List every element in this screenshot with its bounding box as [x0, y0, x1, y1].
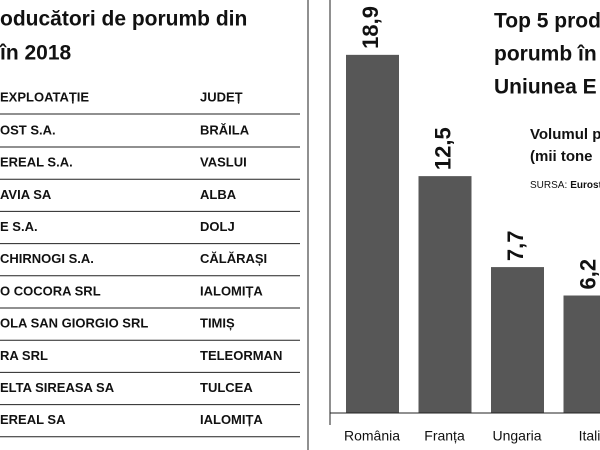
- bar: [418, 176, 472, 413]
- table-cell: EREAL S.A.: [0, 155, 73, 170]
- chart-title: Uniunea E: [494, 76, 597, 99]
- table-title: în 2018: [0, 42, 72, 65]
- table-cell: BRĂILA: [200, 122, 250, 137]
- table-cell: O COCORA SRL: [0, 283, 101, 298]
- bar: [346, 54, 399, 413]
- x-tick-label: Ungaria: [492, 428, 541, 444]
- bar: [563, 295, 600, 413]
- x-tick-label: Franța: [424, 428, 465, 444]
- value-label: 7,7: [503, 230, 528, 261]
- x-tick-label: România: [344, 428, 400, 444]
- table-cell: DOLJ: [200, 219, 235, 234]
- table-cell: TIMIȘ: [200, 316, 235, 331]
- table-cell: E S.A.: [0, 219, 38, 234]
- x-tick-label: Itali: [579, 428, 600, 444]
- table-title: oducători de porumb din: [0, 8, 247, 31]
- table-cell: CHIRNOGI S.A.: [0, 251, 94, 266]
- table-cell: RA SRL: [0, 348, 48, 363]
- source-label: SURSA:: [530, 180, 567, 191]
- value-label: 12,5: [430, 127, 455, 170]
- table-cell: IALOMIȚA: [200, 412, 263, 427]
- column-header: EXPLOATAȚIE: [0, 89, 89, 104]
- table-cell: OLA SAN GIORGIO SRL: [0, 316, 148, 331]
- value-label: 18,9: [358, 6, 383, 49]
- table-cell: IALOMIȚA: [200, 283, 263, 298]
- bar: [491, 267, 544, 413]
- source-name: Eurostat: [570, 180, 600, 191]
- table-cell: TELEORMAN: [200, 348, 282, 363]
- table-cell: AVIA SA: [0, 187, 52, 202]
- chart-title: Top 5 prod: [494, 10, 600, 33]
- table-cell: ELTA SIREASA SA: [0, 380, 115, 395]
- chart-subtitle: (mii tone: [530, 148, 593, 165]
- table-cell: CĂLĂRAȘI: [200, 251, 267, 266]
- chart-subtitle: Volumul p: [530, 126, 600, 143]
- table-cell: TULCEA: [200, 380, 253, 395]
- table-cell: OST S.A.: [0, 122, 56, 137]
- chart-title: porumb în: [494, 43, 597, 66]
- table-cell: ALBA: [200, 187, 237, 202]
- table-cell: EREAL SA: [0, 412, 66, 427]
- value-label: 6,2: [575, 259, 600, 290]
- table-cell: VASLUI: [200, 155, 247, 170]
- column-header: JUDEȚ: [200, 89, 243, 104]
- source: SURSA:Eurostat: [530, 180, 600, 191]
